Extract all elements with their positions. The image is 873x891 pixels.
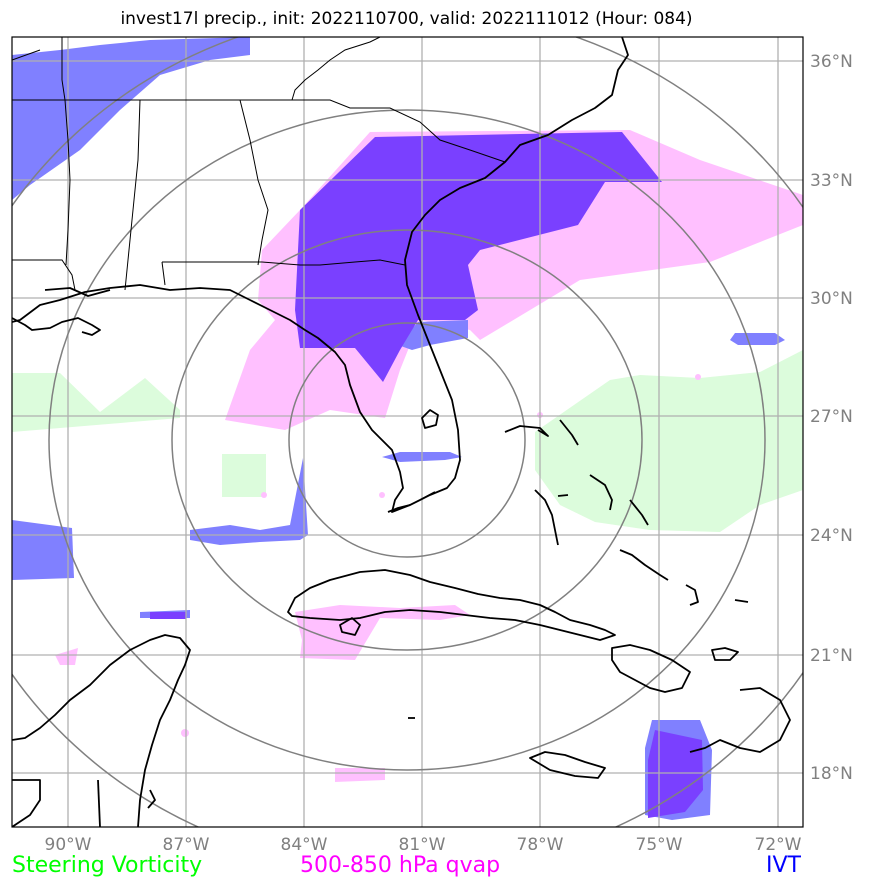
lon-label: 84°W xyxy=(281,835,328,855)
map-title: invest17l precip., init: 2022110700, val… xyxy=(120,9,693,29)
ivt-qvap-overlap-layer xyxy=(150,132,703,818)
map-frame xyxy=(11,36,804,828)
state-borders xyxy=(12,37,506,291)
legend-steering-vorticity: Steering Vorticity xyxy=(12,853,203,878)
lon-label: 81°W xyxy=(399,835,446,855)
latitude-labels: 36°N 33°N 30°N 27°N 24°N 21°N 18°N xyxy=(810,52,853,784)
latlon-grid xyxy=(12,37,803,827)
lat-label: 36°N xyxy=(810,52,853,72)
lon-label: 78°W xyxy=(517,835,564,855)
coastlines xyxy=(12,37,791,827)
lat-label: 33°N xyxy=(810,171,853,191)
lat-label: 30°N xyxy=(810,289,853,309)
legend-qvap: 500-850 hPa qvap xyxy=(300,853,501,878)
lat-label: 24°N xyxy=(810,526,853,546)
longitude-labels: 90°W 87°W 84°W 81°W 78°W 75°W 72°W xyxy=(45,835,802,855)
lat-label: 21°N xyxy=(810,646,853,666)
lon-label: 75°W xyxy=(636,835,683,855)
lat-label: 27°N xyxy=(810,407,853,427)
lon-label: 90°W xyxy=(45,835,92,855)
lon-label: 87°W xyxy=(163,835,210,855)
legend-ivt: IVT xyxy=(766,853,801,878)
lon-label: 72°W xyxy=(755,835,802,855)
range-rings xyxy=(12,37,803,827)
lat-label: 18°N xyxy=(810,764,853,784)
